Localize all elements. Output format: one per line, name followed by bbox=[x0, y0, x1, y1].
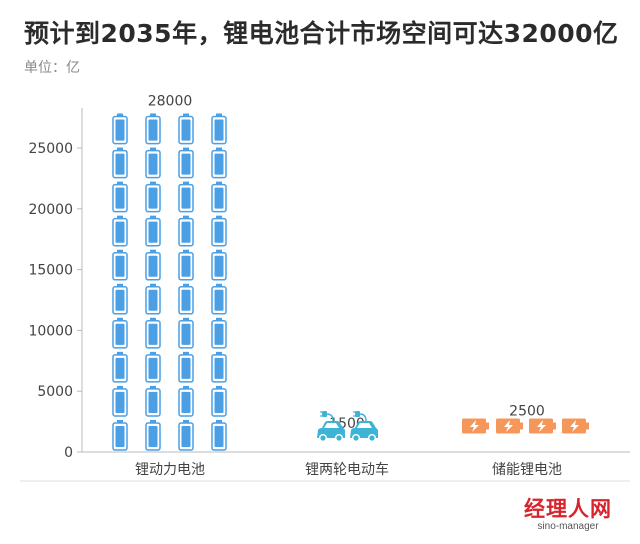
y-tick-label: 20000 bbox=[28, 202, 73, 218]
battery-vertical-icon bbox=[178, 215, 194, 247]
electric-car-icon bbox=[317, 411, 345, 442]
battery-vertical-icon bbox=[145, 249, 161, 281]
x-category-label: 锂两轮电动车 bbox=[305, 461, 389, 478]
battery-vertical-icon bbox=[112, 419, 128, 451]
battery-vertical-icon bbox=[178, 249, 194, 281]
battery-charging-icon bbox=[529, 418, 556, 434]
battery-vertical-icon bbox=[211, 283, 227, 315]
battery-vertical-icon bbox=[145, 419, 161, 451]
bar-storage-battery bbox=[462, 418, 589, 434]
x-category-label: 锂动力电池 bbox=[135, 462, 205, 478]
logo-text: 经理人网 bbox=[524, 497, 612, 521]
battery-vertical-icon bbox=[112, 351, 128, 383]
battery-vertical-icon bbox=[178, 351, 194, 383]
battery-vertical-icon bbox=[112, 317, 128, 349]
brand-logo: 经理人网 sino-manager bbox=[524, 497, 612, 533]
battery-vertical-icon bbox=[145, 351, 161, 383]
logo-subtext: sino-manager bbox=[537, 521, 599, 532]
battery-vertical-icon bbox=[145, 215, 161, 247]
y-tick-label: 5000 bbox=[37, 384, 73, 400]
battery-vertical-icon bbox=[211, 249, 227, 281]
battery-vertical-icon bbox=[178, 385, 194, 417]
battery-vertical-icon bbox=[211, 385, 227, 417]
battery-vertical-icon bbox=[211, 351, 227, 383]
x-category-label: 储能锂电池 bbox=[492, 462, 562, 478]
battery-vertical-icon bbox=[211, 113, 227, 145]
y-tick-label: 10000 bbox=[28, 323, 73, 339]
battery-vertical-icon bbox=[211, 419, 227, 451]
battery-vertical-icon bbox=[112, 113, 128, 145]
battery-vertical-icon bbox=[145, 283, 161, 315]
battery-vertical-icon bbox=[145, 385, 161, 417]
battery-vertical-icon bbox=[211, 317, 227, 349]
unit-label: 单位：亿 bbox=[24, 60, 80, 76]
y-tick-label: 25000 bbox=[28, 141, 73, 157]
battery-vertical-icon bbox=[112, 249, 128, 281]
bar-lidongli-battery bbox=[112, 113, 227, 451]
battery-vertical-icon bbox=[211, 181, 227, 213]
battery-vertical-icon bbox=[178, 317, 194, 349]
battery-vertical-icon bbox=[112, 181, 128, 213]
battery-vertical-icon bbox=[211, 215, 227, 247]
battery-vertical-icon bbox=[178, 181, 194, 213]
chart-title: 预计到2035年，锂电池合计市场空间可达32000亿 bbox=[24, 19, 619, 48]
battery-vertical-icon bbox=[112, 385, 128, 417]
battery-vertical-icon bbox=[112, 147, 128, 179]
battery-charging-icon bbox=[562, 418, 589, 434]
data-label: 2500 bbox=[509, 404, 545, 420]
battery-vertical-icon bbox=[145, 113, 161, 145]
y-tick-label: 0 bbox=[64, 445, 73, 461]
battery-charging-icon bbox=[462, 418, 489, 434]
battery-vertical-icon bbox=[145, 181, 161, 213]
battery-vertical-icon bbox=[178, 419, 194, 451]
battery-vertical-icon bbox=[112, 215, 128, 247]
battery-vertical-icon bbox=[145, 147, 161, 179]
battery-vertical-icon bbox=[145, 317, 161, 349]
battery-vertical-icon bbox=[178, 113, 194, 145]
y-tick-label: 15000 bbox=[28, 263, 73, 279]
bar-two-wheeler bbox=[317, 411, 378, 442]
battery-vertical-icon bbox=[211, 147, 227, 179]
battery-vertical-icon bbox=[178, 147, 194, 179]
electric-car-icon bbox=[350, 411, 378, 442]
data-label: 28000 bbox=[148, 94, 193, 110]
battery-vertical-icon bbox=[178, 283, 194, 315]
battery-vertical-icon bbox=[112, 283, 128, 315]
battery-charging-icon bbox=[496, 418, 523, 434]
